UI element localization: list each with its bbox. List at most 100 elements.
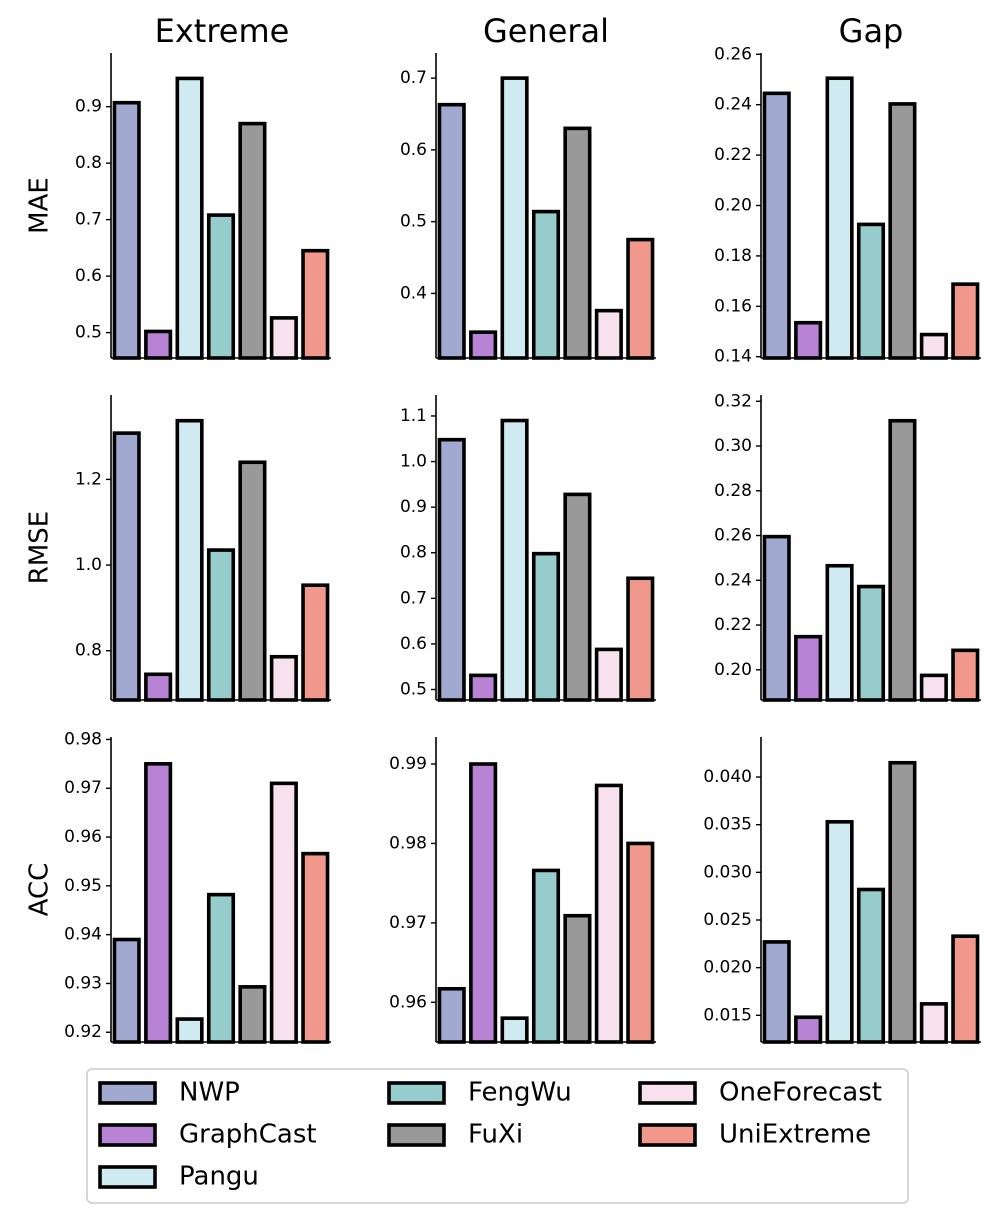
legend-label: FengWu [468,1078,572,1108]
bar-pangu [175,418,204,702]
bar-uniextreme [951,282,980,360]
bar-oneforecast [269,316,298,360]
y-tick-label: 0.16 [714,296,752,316]
y-tick-label: 0.26 [714,526,752,546]
legend-item-pangu: Pangu [98,1162,259,1192]
bar-uniextreme [951,648,980,702]
y-tick-label: 0.6 [75,266,102,286]
bar-graphcast [469,762,498,1044]
row-label-rmse: RMSE [25,511,55,584]
y-tick-label: 0.26 [714,44,752,64]
y-tick-label: 0.14 [714,347,752,367]
y-tick-label: 1.0 [400,452,427,472]
legend-swatch [387,1081,446,1105]
y-tick-label: 0.6 [400,634,427,654]
bar-uniextreme [626,237,655,360]
bar-nwp [437,986,466,1044]
y-tick-label: 0.24 [714,570,752,590]
legend-swatch [387,1123,446,1147]
bar-fuxi [888,418,917,702]
bar-graphcast [144,329,173,360]
y-tick-label: 0.95 [64,876,102,896]
legend-label: UniExtreme [719,1120,871,1150]
legend-label: FuXi [468,1120,523,1150]
y-tick-label: 0.20 [714,660,752,680]
bar-nwp [112,100,141,360]
bar-nwp [112,431,141,702]
column-title-extreme: Extreme [155,12,290,50]
bar-uniextreme [951,934,980,1044]
bar-fengwu [531,868,561,1044]
bar-nwp [762,534,791,702]
y-tick-label: 0.6 [400,140,427,160]
bar-fengwu [206,548,236,702]
bar-uniextreme [626,576,655,702]
bar-pangu [500,1016,529,1044]
bar-graphcast [144,762,173,1044]
bar-pangu [825,820,854,1044]
y-tick-label: 0.92 [64,1022,102,1042]
panel-rmse-extreme: 0.8 1.0 1.2 [75,395,331,702]
y-tick-label: 0.28 [714,481,752,501]
panel-rmse-gap: 0.20 0.22 0.24 0.26 0.28 0.30 0.32 [714,391,981,702]
y-tick-label: 1.2 [75,469,102,489]
bar-pangu [175,76,204,360]
bar-fengwu [531,551,561,702]
bar-fengwu [206,892,236,1044]
bar-fengwu [531,209,561,360]
panel-acc-extreme: 0.92 0.93 0.94 0.95 0.96 0.97 0.98 [64,729,331,1044]
y-tick-label: 0.030 [703,862,752,882]
legend-swatch [638,1123,697,1147]
bar-nwp [437,437,466,702]
panels: 0.5 0.6 0.7 0.8 0.9 0.4 0.5 0.6 0.7 0.14 0.16 0.18 0… [64,44,981,1044]
bar-uniextreme [301,248,330,360]
bar-fuxi [238,460,267,702]
bar-oneforecast [594,783,623,1044]
y-tick-label: 0.30 [714,436,752,456]
y-tick-label: 0.7 [400,588,427,608]
y-tick-label: 0.035 [703,815,752,835]
legend-item-oneforecast: OneForecast [638,1078,882,1108]
column-title-gap: Gap [839,12,904,50]
y-tick-label: 0.18 [714,246,752,266]
bar-graphcast [794,634,823,702]
legend-item-graphcast: GraphCast [98,1120,317,1150]
y-tick-label: 0.93 [64,973,102,993]
bar-fuxi [563,913,592,1044]
y-tick-label: 0.5 [75,323,102,343]
bar-fengwu [856,887,886,1044]
y-tick-label: 0.8 [400,543,427,563]
y-tick-label: 0.97 [64,778,102,798]
panel-mae-gap: 0.14 0.16 0.18 0.20 0.22 0.24 0.26 [714,44,981,367]
legend-swatch [98,1081,157,1105]
legend-label: Pangu [179,1162,259,1192]
bar-fuxi [888,760,917,1044]
y-tick-label: 0.9 [400,497,427,517]
y-tick-label: 0.9 [75,97,102,117]
bar-oneforecast [919,332,948,360]
bar-oneforecast [269,654,298,702]
y-tick-label: 0.7 [400,68,427,88]
bar-fuxi [563,492,592,702]
y-tick-label: 0.98 [389,833,427,853]
panel-rmse-general: 0.5 0.6 0.7 0.8 0.9 1.0 1.1 [400,395,656,702]
legend: NWP GraphCast Pangu FengWu FuXi OneForecast Un… [86,1068,909,1204]
legend-swatch [98,1165,157,1189]
bar-pangu [500,76,529,360]
column-title-general: General [483,12,609,50]
y-tick-label: 0.4 [400,283,427,303]
bar-fengwu [856,222,886,360]
panel-acc-general: 0.96 0.97 0.98 0.99 [389,737,656,1044]
bar-graphcast [144,672,173,702]
y-tick-label: 0.5 [400,212,427,232]
y-tick-label: 0.020 [703,958,752,978]
bar-fuxi [888,102,917,360]
bar-uniextreme [626,841,655,1044]
legend-item-fengwu: FengWu [387,1078,572,1108]
bar-nwp [112,937,141,1044]
bar-oneforecast [594,647,623,702]
bar-uniextreme [301,583,330,702]
bar-graphcast [794,1015,823,1044]
bar-pangu [175,1017,204,1044]
legend-label: NWP [179,1078,240,1108]
